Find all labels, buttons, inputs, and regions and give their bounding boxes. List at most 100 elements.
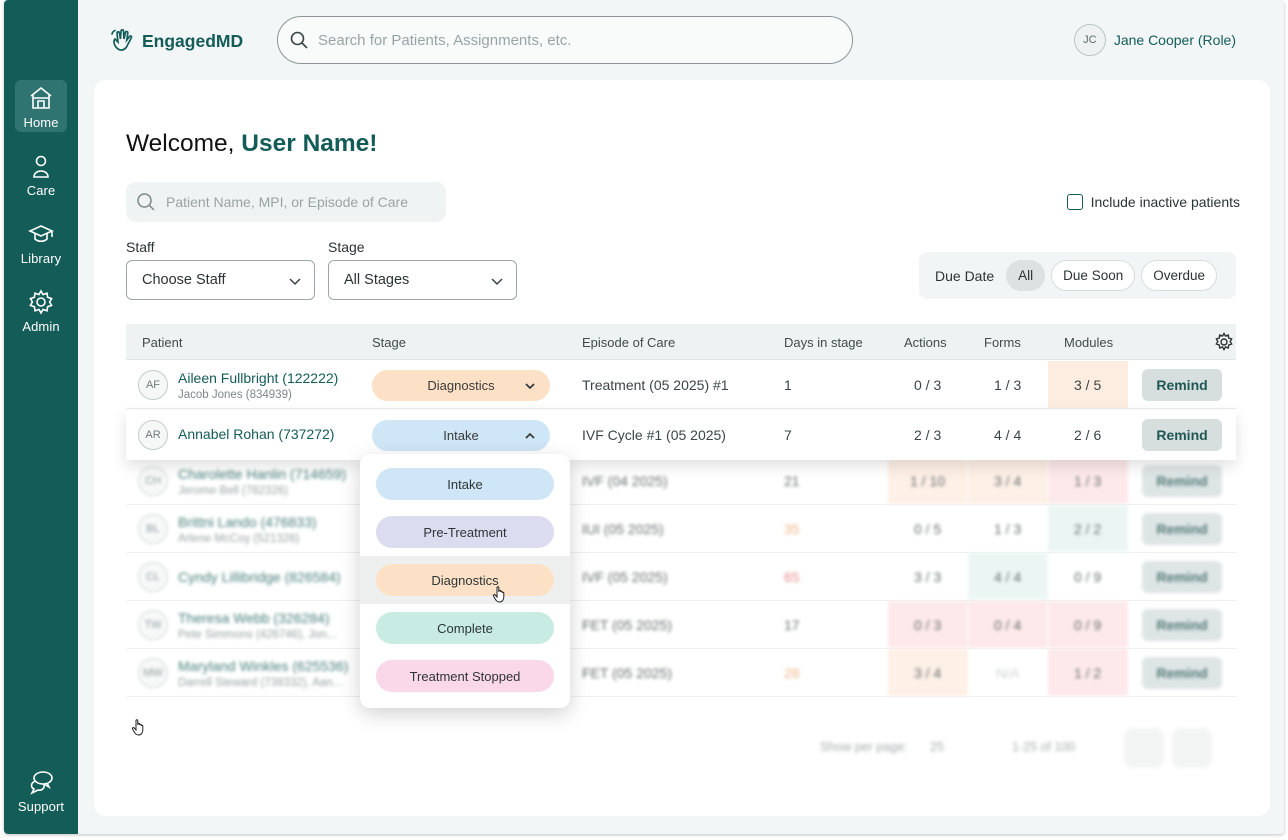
sidebar-item-support[interactable]: Support: [15, 764, 67, 816]
stage-option-pill: Intake: [376, 468, 554, 500]
patient-subtext: Jacob Jones (834939): [178, 389, 292, 401]
global-search-input[interactable]: [318, 31, 818, 49]
patient-search[interactable]: [126, 182, 446, 222]
due-filter-overdue[interactable]: Overdue: [1141, 260, 1217, 291]
column-header-episode[interactable]: Episode of Care: [582, 335, 676, 350]
forms-count: 0 / 4: [994, 617, 1022, 633]
stage-dropdown[interactable]: Diagnostics: [372, 370, 550, 401]
episode-of-care: IVF (05 2025): [582, 569, 668, 585]
column-header-days[interactable]: Days in stage: [784, 335, 863, 350]
table-row-selected[interactable]: AR Annabel Rohan (737272) Intake IVF Cyc…: [126, 410, 1236, 460]
patient-name[interactable]: Annabel Rohan (737272): [178, 426, 335, 442]
home-icon: [30, 86, 52, 109]
table-row[interactable]: AF Aileen Fullbright (122222) Jacob Jone…: [126, 361, 1236, 409]
include-inactive-toggle[interactable]: Include inactive patients: [1066, 194, 1240, 210]
due-filter-all[interactable]: All: [1006, 260, 1046, 291]
stage-option-pill: Complete: [376, 612, 554, 644]
dashboard-card: Welcome, User Name! Include inactive pat…: [94, 80, 1270, 816]
next-page-button[interactable]: [1172, 728, 1212, 768]
include-inactive-checkbox[interactable]: [1066, 194, 1083, 210]
stage-select[interactable]: All Stages: [328, 260, 517, 300]
forms-count: N/A: [996, 665, 1020, 681]
sidebar-item-library[interactable]: Library: [15, 216, 67, 268]
due-date-label: Due Date: [935, 267, 995, 284]
remind-button[interactable]: Remind: [1142, 419, 1222, 451]
modules-count: 0 / 9: [1074, 569, 1102, 585]
stage-option-diagnostics[interactable]: Diagnostics: [360, 556, 570, 604]
modules-count: 2 / 6: [1074, 427, 1102, 443]
stage-select-value: All Stages: [344, 272, 410, 288]
stage-dropdown[interactable]: Intake: [372, 420, 550, 451]
column-header-stage[interactable]: Stage: [372, 335, 406, 350]
forms-highlight: [968, 457, 1048, 504]
remind-button[interactable]: Remind: [1142, 561, 1222, 593]
forms-highlight: [968, 553, 1048, 600]
table-row[interactable]: BL Brittni Lando (476833) Arlene McCoy (…: [126, 505, 1236, 553]
remind-button[interactable]: Remind: [1142, 609, 1222, 641]
days-in-stage: 28: [784, 665, 800, 681]
stage-value: Diagnostics: [427, 378, 495, 393]
stage-value: Intake: [443, 428, 479, 443]
modules-count: 0 / 9: [1074, 617, 1102, 633]
patient-name[interactable]: Theresa Webb (326284): [178, 610, 330, 626]
brand-logo[interactable]: EngagedMD: [110, 28, 243, 54]
patient-name[interactable]: Maryland Winkles (625536): [178, 658, 349, 674]
table-row[interactable]: CL Cyndy Lillibridge (826584) IVF (05 20…: [126, 553, 1236, 601]
remind-button[interactable]: Remind: [1142, 657, 1222, 689]
column-header-patient[interactable]: Patient: [142, 335, 183, 350]
forms-count: 1 / 3: [994, 521, 1022, 537]
stage-option-pre-treatment[interactable]: Pre-Treatment: [360, 508, 570, 556]
table-row[interactable]: CH Charolette Hanlin (714659) Jerome Bel…: [126, 457, 1236, 505]
user-menu[interactable]: JC Jane Cooper (Role): [1073, 24, 1236, 56]
sidebar-item-admin[interactable]: Admin: [15, 284, 67, 336]
global-search[interactable]: [277, 16, 853, 64]
remind-button[interactable]: Remind: [1142, 513, 1222, 545]
patient-name[interactable]: Cyndy Lillibridge (826584): [178, 569, 341, 585]
column-header-actions[interactable]: Actions: [904, 335, 947, 350]
sidebar-item-home[interactable]: Home: [15, 80, 67, 132]
modules-highlight: [1048, 649, 1128, 696]
remind-button[interactable]: Remind: [1142, 465, 1222, 497]
stage-option-complete[interactable]: Complete: [360, 604, 570, 652]
patient-subtext: Pete Simmons (426746), Jon...: [178, 629, 337, 641]
episode-of-care: FET (05 2025): [582, 617, 673, 633]
stage-option-intake[interactable]: Intake: [360, 460, 570, 508]
sidebar-item-label: Care: [26, 183, 56, 198]
sidebar-item-care[interactable]: Care: [15, 148, 67, 200]
remind-button[interactable]: Remind: [1142, 369, 1222, 401]
stage-label: Stage: [328, 239, 365, 255]
avatar: JC: [1073, 24, 1106, 56]
stage-option-pill: Diagnostics: [376, 564, 554, 596]
patient-name[interactable]: Charolette Hanlin (714659): [178, 466, 347, 482]
due-filter-due-soon[interactable]: Due Soon: [1051, 260, 1136, 291]
table-row[interactable]: MW Maryland Winkles (625536) Darrell Ste…: [126, 649, 1236, 697]
actions-count: 1 / 10: [910, 473, 946, 489]
search-icon: [290, 31, 308, 49]
episode-of-care: IUI (05 2025): [582, 521, 664, 537]
modules-highlight: [1048, 601, 1128, 648]
staff-select-value: Choose Staff: [142, 272, 226, 288]
previous-page-button[interactable]: [1124, 728, 1164, 768]
episode-of-care: Treatment (05 2025) #1: [582, 377, 729, 393]
days-in-stage: 17: [784, 617, 800, 633]
actions-highlight: [888, 649, 968, 696]
episode-of-care: IVF Cycle #1 (05 2025): [582, 427, 726, 443]
forms-highlight: [968, 601, 1048, 648]
column-header-forms[interactable]: Forms: [984, 335, 1021, 350]
table-row[interactable]: TW Theresa Webb (326284) Pete Simmons (4…: [126, 601, 1236, 649]
stage-option-treatment-stopped[interactable]: Treatment Stopped: [360, 652, 570, 700]
days-in-stage: 35: [784, 521, 800, 537]
column-header-modules[interactable]: Modules: [1064, 335, 1114, 350]
actions-count: 3 / 4: [914, 665, 942, 681]
patient-name[interactable]: Aileen Fullbright (122222): [178, 370, 339, 386]
column-settings-gear-icon[interactable]: [1214, 332, 1234, 352]
table-header: Patient Stage Episode of Care Days in st…: [126, 324, 1236, 360]
patient-name[interactable]: Brittni Lando (476833): [178, 514, 317, 530]
patient-subtext: Arlene McCoy (521326): [178, 533, 300, 545]
staff-select[interactable]: Choose Staff: [126, 260, 315, 300]
days-in-stage: 7: [784, 427, 792, 443]
per-page-select[interactable]: 25: [930, 740, 944, 754]
avatar: AR: [138, 420, 168, 450]
actions-count: 2 / 3: [914, 427, 942, 443]
patient-search-input[interactable]: [166, 194, 436, 210]
